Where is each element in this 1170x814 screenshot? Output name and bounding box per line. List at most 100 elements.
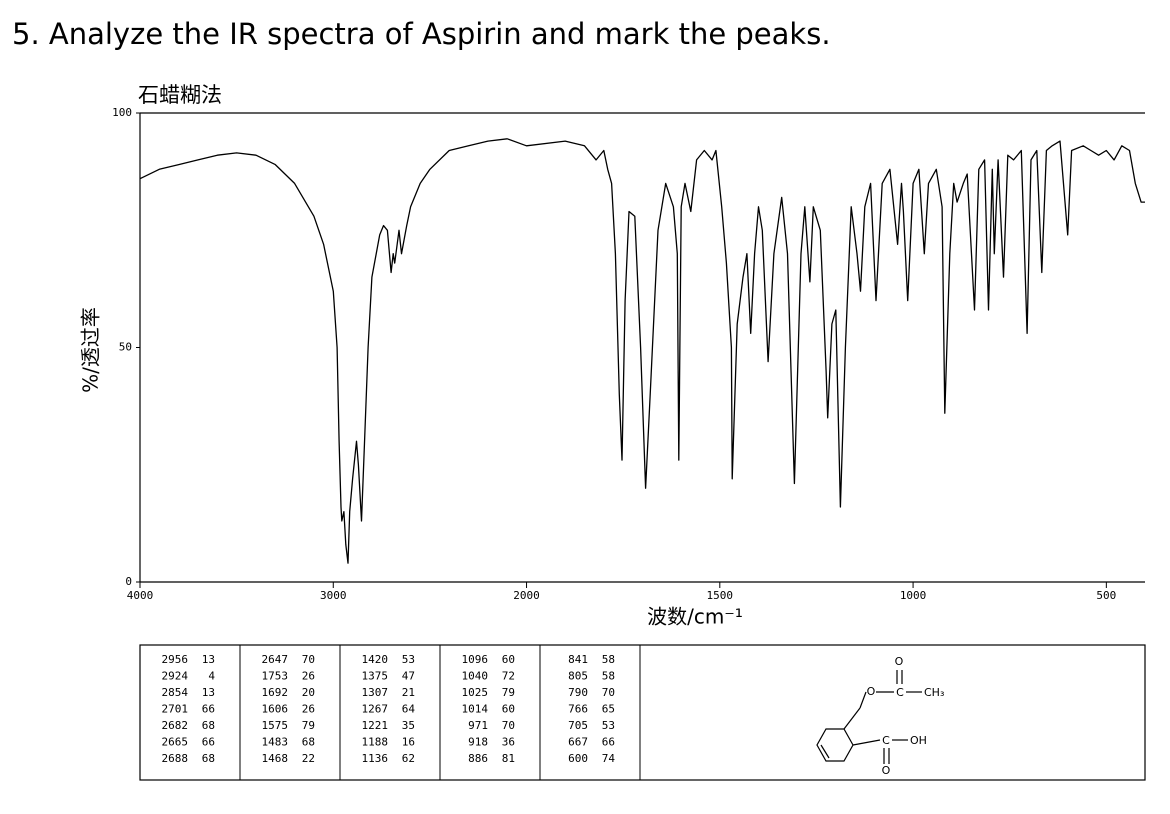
transmittance: 70: [602, 686, 615, 699]
question: 5. Analyze the IR spectra of Aspirin and…: [12, 17, 831, 51]
wavenumber: 2924: [162, 670, 189, 683]
wavenumber: 918: [468, 736, 488, 749]
wavenumber: 766: [568, 703, 588, 716]
transmittance: 64: [402, 703, 416, 716]
transmittance: 4: [208, 670, 215, 683]
wavenumber: 1468: [262, 752, 289, 765]
transmittance: 22: [302, 752, 315, 765]
wavenumber: 971: [468, 719, 488, 732]
plot: 0 50 100 4000 3000 2000 1500 1000 500: [112, 106, 1145, 602]
transmittance: 62: [402, 752, 415, 765]
atom-label: O: [882, 764, 891, 777]
transmittance: 53: [402, 653, 415, 666]
wavenumber: 1753: [262, 670, 289, 683]
wavenumber: 2956: [162, 653, 189, 666]
wavenumber: 1025: [462, 686, 489, 699]
x-tick-label: 4000: [127, 589, 154, 602]
transmittance: 58: [602, 670, 615, 683]
wavenumber: 2647: [262, 653, 289, 666]
transmittance: 16: [402, 736, 415, 749]
atom-label: C: [882, 734, 890, 747]
transmittance: 26: [302, 670, 315, 683]
y-axis-label: %/透过率: [79, 307, 103, 393]
bond: [820, 744, 830, 759]
transmittance: 68: [202, 719, 215, 732]
wavenumber: 1307: [362, 686, 389, 699]
atom-label: O: [867, 685, 876, 698]
transmittance: 79: [302, 719, 315, 732]
wavenumber: 1575: [262, 719, 289, 732]
chart-title: 石蜡糊法: [138, 83, 222, 107]
transmittance: 68: [202, 752, 215, 765]
wavenumber: 705: [568, 719, 588, 732]
bond: [859, 691, 867, 709]
wavenumber: 1267: [362, 703, 389, 716]
wavenumber: 1375: [362, 670, 389, 683]
transmittance: 13: [202, 653, 215, 666]
transmittance: 66: [202, 736, 215, 749]
transmittance: 13: [202, 686, 215, 699]
atom-label: CH₃: [924, 686, 944, 699]
wavenumber: 841: [568, 653, 588, 666]
wavenumber: 1040: [462, 670, 489, 683]
wavenumber: 2688: [162, 752, 189, 765]
transmittance: 66: [202, 703, 215, 716]
structure-labels: O O C CH₃ C OH O: [867, 655, 945, 777]
transmittance: 81: [502, 752, 515, 765]
transmittance: 21: [402, 686, 415, 699]
spectrum-line: [139, 138, 1145, 564]
wavenumber: 1188: [362, 736, 389, 749]
wavenumber: 667: [568, 736, 588, 749]
x-axis-label: 波数/cm⁻¹: [647, 605, 743, 629]
transmittance: 35: [402, 719, 415, 732]
wavenumber: 790: [568, 686, 588, 699]
transmittance: 70: [502, 719, 515, 732]
bond: [852, 739, 881, 746]
table-frame: [139, 644, 1146, 781]
x-tick-label: 2000: [513, 589, 540, 602]
wavenumber: 2854: [162, 686, 189, 699]
transmittance: 47: [402, 670, 415, 683]
transmittance: 65: [602, 703, 615, 716]
wavenumber: 1692: [262, 686, 289, 699]
atom-label: O: [895, 655, 904, 668]
wavenumber: 2665: [162, 736, 189, 749]
structure: [816, 670, 922, 764]
y-tick-label: 0: [125, 575, 132, 588]
transmittance: 74: [602, 752, 616, 765]
bond: [843, 707, 861, 730]
wavenumber: 805: [568, 670, 588, 683]
wavenumber: 886: [468, 752, 488, 765]
wavenumber: 1606: [262, 703, 289, 716]
y-tick-label: 50: [119, 341, 132, 354]
transmittance: 58: [602, 653, 615, 666]
transmittance: 26: [302, 703, 315, 716]
wavenumber: 2701: [162, 703, 189, 716]
x-tick-label: 3000: [320, 589, 347, 602]
x-tick-label: 1000: [900, 589, 927, 602]
transmittance: 60: [502, 703, 515, 716]
benzene-ring: [816, 728, 854, 762]
wavenumber: 600: [568, 752, 588, 765]
wavenumber: 1420: [362, 653, 389, 666]
transmittance: 60: [502, 653, 515, 666]
wavenumber: 1483: [262, 736, 289, 749]
transmittance: 70: [302, 653, 315, 666]
transmittance: 36: [502, 736, 515, 749]
wavenumber: 1221: [362, 719, 389, 732]
x-tick-label: 500: [1096, 589, 1116, 602]
atom-label: OH: [910, 734, 927, 747]
transmittance: 20: [302, 686, 315, 699]
transmittance: 53: [602, 719, 615, 732]
wavenumber: 1136: [362, 752, 389, 765]
transmittance: 72: [502, 670, 515, 683]
transmittance: 68: [302, 736, 315, 749]
transmittance: 66: [602, 736, 615, 749]
y-tick-label: 100: [112, 106, 132, 119]
wavenumber: 2682: [162, 719, 189, 732]
atom-label: C: [896, 686, 904, 699]
transmittance: 79: [502, 686, 515, 699]
x-tick-label: 1500: [707, 589, 734, 602]
